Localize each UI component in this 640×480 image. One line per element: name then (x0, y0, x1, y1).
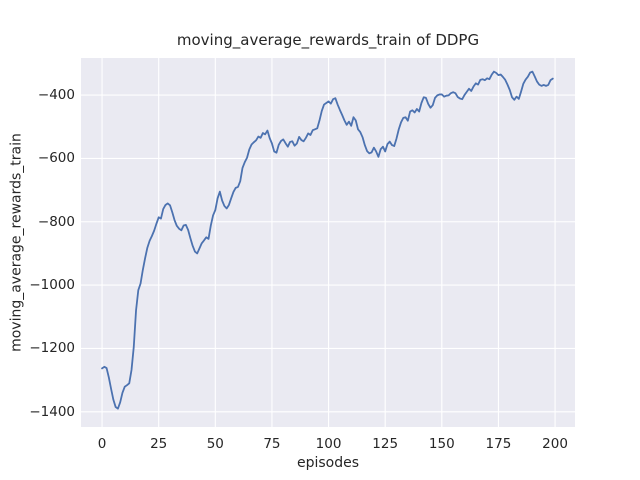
y-tick-label: −1200 (29, 340, 75, 357)
x-tick-label: 150 (428, 436, 455, 452)
x-tick-label: 125 (372, 436, 399, 452)
y-tick-label: −1400 (29, 403, 75, 420)
y-tick-label: −600 (37, 150, 75, 167)
plot-background (81, 58, 575, 427)
y-tick-label: −800 (37, 213, 75, 230)
y-tick-label: −400 (37, 87, 75, 104)
x-tick-label: 75 (263, 436, 281, 452)
x-tick-label: 50 (206, 436, 224, 452)
x-tick-label: 0 (97, 436, 107, 452)
x-tick-label: 200 (542, 436, 568, 452)
x-tick-label: 25 (150, 436, 168, 452)
x-tick-label: 175 (485, 436, 512, 452)
x-axis-label: episodes (296, 455, 360, 471)
reward-line (101, 70, 554, 410)
chart-title: moving_average_rewards_train of DDPG (176, 31, 480, 49)
x-tick-label: 100 (315, 436, 342, 452)
y-tick-label: −1000 (29, 277, 75, 294)
